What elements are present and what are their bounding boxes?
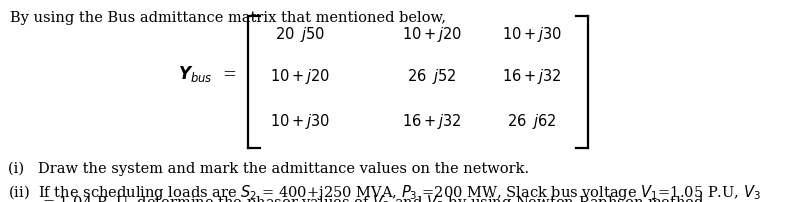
Text: $26\;\; j62$: $26\;\; j62$ [507, 112, 557, 131]
Text: $\boldsymbol{Y}_{bus}$  =: $\boldsymbol{Y}_{bus}$ = [178, 64, 236, 84]
Text: $10 + j20$: $10 + j20$ [270, 67, 330, 86]
Text: $16 + j32$: $16 + j32$ [402, 112, 462, 131]
Text: $16 + j32$: $16 + j32$ [502, 67, 562, 86]
Text: $10 + j20$: $10 + j20$ [402, 25, 462, 44]
Text: By using the Bus admittance matrix that mentioned below,: By using the Bus admittance matrix that … [10, 11, 446, 25]
Text: $10 + j30$: $10 + j30$ [270, 112, 330, 131]
Text: $20\;\; j50$: $20\;\; j50$ [275, 25, 325, 44]
Text: $26\;\; j52$: $26\;\; j52$ [407, 67, 457, 86]
Text: (i)   Draw the system and mark the admittance values on the network.: (i) Draw the system and mark the admitta… [8, 162, 529, 176]
Text: $10 + j30$: $10 + j30$ [502, 25, 562, 44]
Text: (ii)  If the scheduling loads are $S_2$ = 400+j250 MVA, $P_3$ =200 MW, Slack bus: (ii) If the scheduling loads are $S_2$ =… [8, 183, 761, 202]
Text: = 1.04 P. U, determine the phasor values of $V_2$ and $V_3$ by using Newton-Raph: = 1.04 P. U, determine the phasor values… [42, 193, 708, 202]
